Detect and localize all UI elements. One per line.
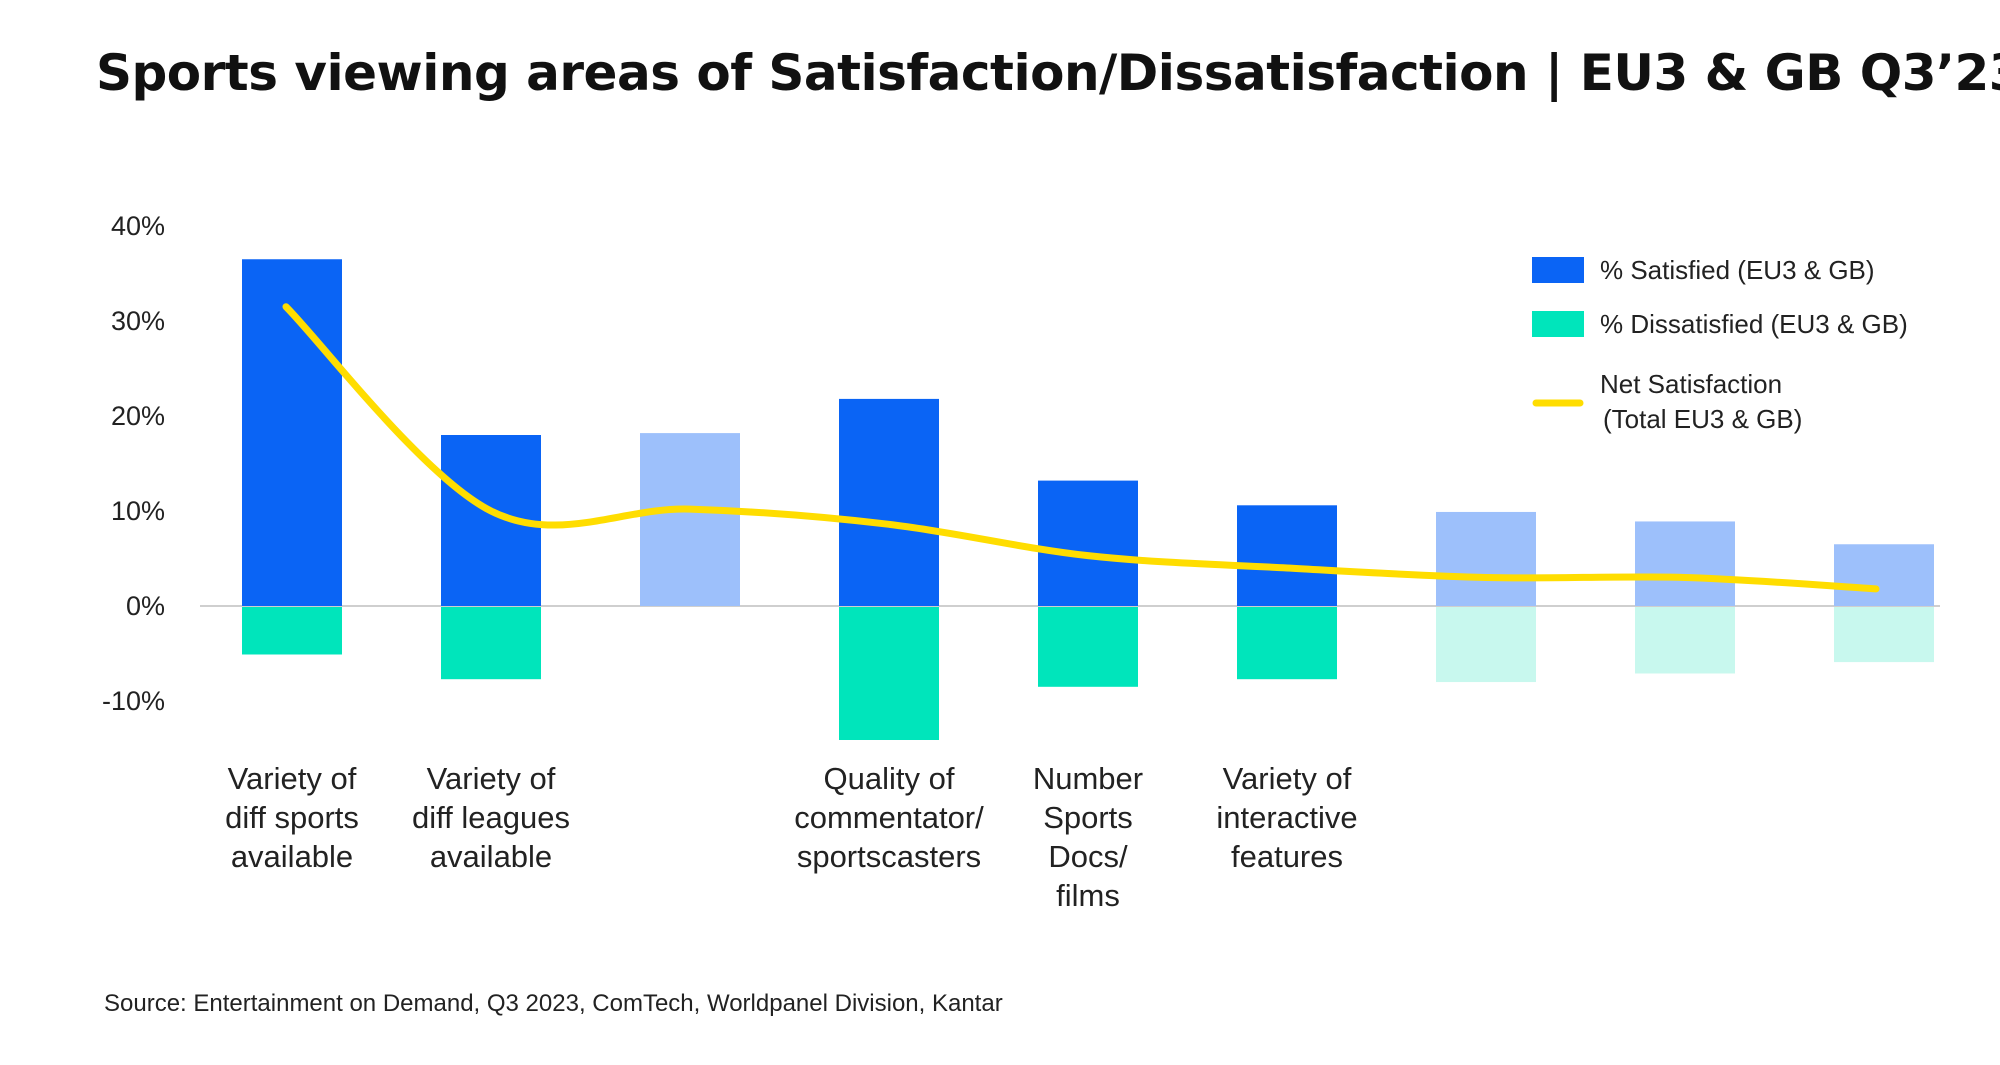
dissatisfied-bar <box>242 607 342 655</box>
satisfied-bar <box>640 433 740 606</box>
legend-net-label-line2: (Total EU3 & GB) <box>1603 404 1802 434</box>
satisfied-bar <box>839 398 939 606</box>
page-title: Sports viewing areas of Satisfaction/Dis… <box>96 44 2000 102</box>
category-label: diff leagues <box>412 800 570 835</box>
category-label: sportscasters <box>797 839 981 874</box>
satisfied-bar <box>1635 521 1735 606</box>
dissatisfied-bar <box>1237 607 1337 680</box>
category-label: available <box>231 839 353 874</box>
y-tick-label: -10% <box>102 686 165 716</box>
legend-dissatisfied-swatch <box>1532 311 1584 337</box>
dissatisfied-bar <box>1038 607 1138 687</box>
y-tick-label: 20% <box>111 401 165 431</box>
category-label: Quality of <box>824 761 955 796</box>
dissatisfied-bar <box>1834 607 1934 663</box>
legend-satisfied-swatch <box>1532 257 1584 283</box>
legend-net-label: Net Satisfaction <box>1600 369 1782 399</box>
y-axis-ticks: 40% 30% 20% 10% 0% -10% <box>102 211 165 716</box>
legend-dissatisfied-label: % Dissatisfied (EU3 & GB) <box>1600 309 1908 339</box>
category-label: interactive <box>1216 800 1357 835</box>
dissatisfied-bar <box>441 607 541 680</box>
category-label: Docs/ <box>1048 839 1128 874</box>
y-tick-label: 10% <box>111 496 165 526</box>
satisfied-bar <box>1038 480 1138 606</box>
source-note: Source: Entertainment on Demand, Q3 2023… <box>104 990 1003 1017</box>
category-labels: Variety of diff sports available Variety of… <box>225 761 1358 913</box>
category-label: Number <box>1033 761 1143 796</box>
satisfied-bar <box>1436 511 1536 606</box>
satisfied-bar <box>1237 505 1337 606</box>
legend-satisfied-label: % Satisfied (EU3 & GB) <box>1600 255 1875 285</box>
category-label: Variety of <box>228 761 357 796</box>
y-tick-label: 30% <box>111 306 165 336</box>
category-label: features <box>1231 839 1343 874</box>
category-label: diff sports <box>225 800 359 835</box>
net-satisfaction-line <box>282 303 1880 593</box>
category-label: Variety of <box>427 761 556 796</box>
legend: % Satisfied (EU3 & GB) % Dissatisfied (E… <box>1532 255 1908 434</box>
dissatisfied-bar <box>839 607 939 740</box>
dissatisfied-bar <box>1436 607 1536 683</box>
satisfied-bar <box>1834 544 1934 606</box>
category-label: films <box>1056 878 1120 913</box>
y-tick-label: 0% <box>126 591 165 621</box>
y-tick-label: 40% <box>111 211 165 241</box>
category-label: commentator/ <box>794 800 984 835</box>
category-label: available <box>430 839 552 874</box>
category-label: Variety of <box>1223 761 1352 796</box>
dissatisfied-bar <box>1635 607 1735 674</box>
category-label: Sports <box>1043 800 1133 835</box>
